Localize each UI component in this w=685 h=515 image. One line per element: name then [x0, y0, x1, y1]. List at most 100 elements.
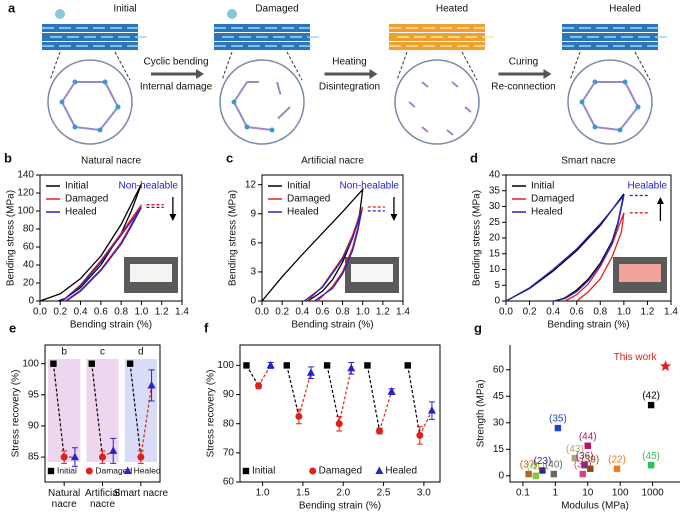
node [72, 124, 78, 130]
x-tick-label: 1.2 [376, 307, 390, 318]
marker [364, 362, 371, 369]
node [617, 127, 623, 133]
zoom [114, 51, 131, 81]
plot-frame [39, 174, 183, 302]
x-tick-label: 1.5 [296, 488, 310, 499]
x-tick-label: 1000 [641, 488, 664, 499]
node [244, 124, 250, 130]
y-axis-label: Bending stress (MPa) [6, 190, 17, 286]
fragment [421, 81, 429, 88]
x-tick-label: 0.6 [315, 307, 329, 318]
point-label: (23) [534, 456, 552, 467]
y-tick-label: 9 [250, 208, 256, 219]
legend-label: Initial [287, 181, 310, 192]
legend-label: Healed [385, 466, 417, 477]
step-label: Heating [332, 57, 366, 68]
y-tick-label: 3 [250, 267, 256, 278]
bond [99, 106, 119, 131]
marker [126, 360, 134, 367]
category-note: c [100, 347, 105, 358]
annotation: Healable [628, 181, 668, 192]
marker [387, 387, 396, 395]
chart-title: Artificial nacre [301, 156, 364, 167]
legend-label: Damaged [319, 466, 362, 477]
zoom [634, 51, 651, 81]
y-tick-label: 0 [250, 296, 256, 307]
y-tick-label: 20 [23, 278, 35, 289]
marker [266, 360, 275, 369]
connector [378, 391, 393, 432]
x-tick-label: 2.5 [377, 488, 391, 499]
network [567, 59, 653, 145]
point-label: (22) [608, 454, 626, 465]
connector [286, 365, 300, 417]
x-tick-label: 1 [553, 488, 559, 499]
y-axis-label: Strength (MPa) [476, 380, 487, 448]
bond [246, 126, 273, 131]
x-tick-label: 0.2 [275, 307, 289, 318]
x-tick-label: 10 [582, 488, 594, 499]
inset-sample [351, 264, 393, 282]
node [97, 127, 103, 133]
marker [283, 362, 290, 369]
y-axis-label: Bending stress (MPa) [472, 190, 483, 286]
bond [581, 81, 596, 103]
connector [140, 385, 153, 458]
stage-label: Heated [436, 4, 468, 15]
x-axis-label: Modulus (MPa) [561, 501, 629, 512]
y-tick-label: 30 [489, 201, 501, 212]
point-label: (42) [642, 391, 660, 402]
legend-label: Initial [252, 466, 275, 477]
y-tick-label: 95 [28, 389, 40, 400]
x-tick-label: 3.0 [417, 488, 431, 499]
fragment [464, 106, 472, 113]
y-tick-label: 85 [28, 452, 40, 463]
bond [233, 101, 248, 128]
connector [298, 372, 312, 417]
trend-arrowhead [390, 214, 398, 221]
x-tick-label: 1.0 [134, 307, 148, 318]
panel-letter: f [204, 320, 209, 335]
series-line [303, 210, 363, 302]
x-tick-label: 1.0 [617, 307, 631, 318]
marker [376, 427, 384, 435]
series-line [564, 212, 625, 302]
marker [613, 465, 621, 472]
marker [255, 382, 263, 390]
inset-sample [130, 264, 172, 282]
y-tick-label: 70 [223, 447, 235, 458]
step-arrowhead [196, 69, 204, 79]
y-tick-label: 30 [493, 417, 505, 428]
node [579, 99, 585, 105]
trend-arrowhead [656, 197, 664, 204]
connector [366, 365, 381, 432]
stage-label: Damaged [255, 4, 298, 15]
x-tick-label: 0.4 [295, 307, 309, 318]
x-axis-label: Bending strain (%) [299, 501, 381, 512]
y-tick-label: 5 [494, 280, 500, 291]
trend-arrowhead [169, 214, 177, 221]
connector [419, 410, 433, 436]
chart-title: Smart nacre [561, 156, 616, 167]
marker [295, 412, 303, 420]
step-arrowhead [369, 69, 378, 79]
marker [539, 467, 546, 474]
connector [245, 365, 260, 387]
legend-label: Damaged [95, 465, 132, 475]
marker [137, 453, 145, 461]
network [219, 59, 305, 145]
y-tick-label: 100 [217, 360, 234, 371]
point-label: (44) [579, 431, 597, 442]
x-tick-label: 1.0 [356, 307, 370, 318]
connector [326, 365, 340, 424]
series-line [505, 193, 625, 302]
x-tick-label: 0.4 [546, 307, 560, 318]
bond [619, 106, 639, 131]
x-tick-label: 0.0 [499, 307, 513, 318]
x-tick-label: 1.4 [175, 307, 189, 318]
point-label: (45) [642, 451, 660, 462]
brick-row [389, 42, 485, 50]
marker [659, 360, 672, 372]
legend-label: Damaged [531, 194, 574, 205]
x-tick-label: 0.8 [336, 307, 350, 318]
